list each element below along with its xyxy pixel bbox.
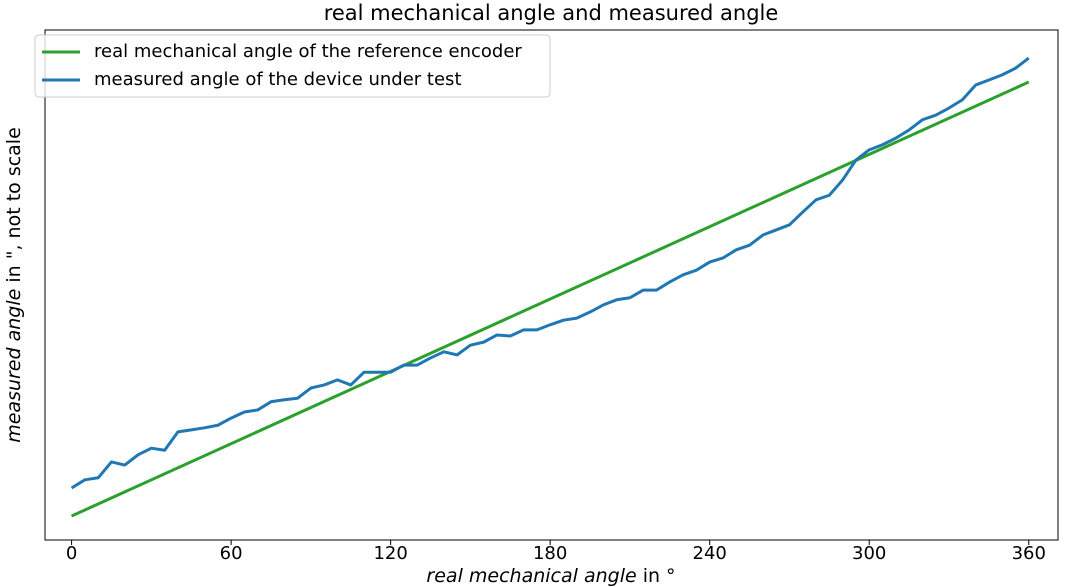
x-axis-label: real mechanical angle in °: [426, 565, 675, 587]
legend-box: [34, 34, 551, 98]
legend-label: measured angle of the device under test: [94, 69, 462, 90]
x-axis-label-rest: in °: [637, 565, 676, 587]
y-axis-label: measured angle in ", not to scale: [3, 127, 25, 443]
plot-frame: [44, 29, 1059, 541]
x-tick-label: 300: [852, 543, 886, 564]
chart-title: real mechanical angle and measured angle: [324, 1, 779, 25]
x-tick-label: 180: [533, 543, 567, 564]
y-axis-label-rest: in ", not to scale: [3, 127, 25, 288]
x-tick-label: 360: [1012, 543, 1046, 564]
x-tick-label: 60: [220, 543, 243, 564]
line: [70, 80, 1030, 518]
x-tick-label: 240: [693, 543, 727, 564]
legend: real mechanical angle of the reference e…: [34, 34, 551, 98]
x-tick-label: 120: [373, 543, 407, 564]
y-axis-label-italic: measured angle: [3, 289, 25, 443]
x-axis-label-italic: real mechanical angle: [426, 565, 636, 587]
x-tick-label: 0: [66, 543, 77, 564]
line: [70, 56, 1030, 490]
legend-label: real mechanical angle of the reference e…: [94, 41, 522, 62]
